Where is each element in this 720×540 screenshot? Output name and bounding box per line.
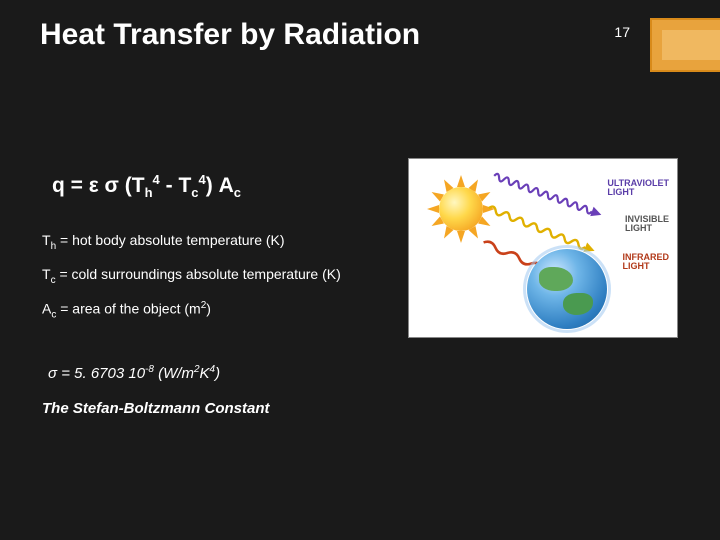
definition-tc: Tc = cold surroundings absolute temperat… <box>42 266 382 286</box>
radiation-diagram: ULTRAVIOLETLIGHT INVISIBLELIGHT INFRARED… <box>408 158 678 338</box>
label-visible: INVISIBLELIGHT <box>625 215 669 234</box>
sigma-value: σ = 5. 6703 10-8 (W/m2K4) <box>48 364 220 382</box>
label-infrared: INFRAREDLIGHT <box>623 253 670 272</box>
constant-name: The Stefan-Boltzmann Constant <box>42 400 270 417</box>
accent-decoration <box>650 18 720 72</box>
earth-icon <box>527 249 607 329</box>
earth-land-1 <box>539 267 573 291</box>
main-equation: q = ε σ (Th4 - Tc4) Ac <box>52 172 241 200</box>
earth-land-2 <box>563 293 593 315</box>
accent-inner <box>662 30 720 60</box>
label-ultraviolet: ULTRAVIOLETLIGHT <box>607 179 669 198</box>
definition-th: Th = hot body absolute temperature (K) <box>42 232 382 252</box>
page-number: 17 <box>614 24 630 40</box>
slide: Heat Transfer by Radiation 17 q = ε σ (T… <box>0 0 720 540</box>
definitions-block: Th = hot body absolute temperature (K) T… <box>42 232 382 334</box>
definition-ac: Ac = area of the object (m2) <box>42 300 382 320</box>
